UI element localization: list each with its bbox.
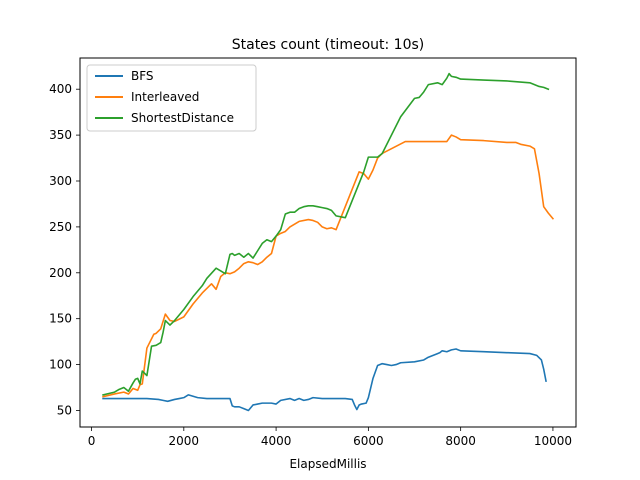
legend-label-interleaved: Interleaved [131, 90, 199, 104]
x-axis-label: ElapsedMillis [289, 457, 366, 471]
legend-label-bfs: BFS [131, 69, 154, 83]
y-tick-label: 350 [49, 128, 72, 142]
x-axis: 0 2000 4000 6000 8000 10000 [88, 427, 572, 448]
y-tick-label: 400 [49, 82, 72, 96]
x-tick-label: 10000 [534, 434, 572, 448]
x-tick-label: 8000 [445, 434, 476, 448]
series-line-shortestdistance [102, 72, 550, 396]
series-line-bfs [102, 348, 547, 412]
chart-title: States count (timeout: 10s) [232, 37, 425, 53]
x-tick-label: 6000 [353, 434, 384, 448]
plot-frame [79, 57, 577, 428]
y-tick-label: 250 [49, 220, 72, 234]
x-tick-label: 0 [88, 434, 96, 448]
y-tick-label: 300 [49, 174, 72, 188]
legend-label-shortestdistance: ShortestDistance [131, 111, 234, 125]
y-tick-label: 50 [57, 403, 72, 417]
y-axis: 50 100 150 200 250 300 350 400 [49, 82, 80, 417]
y-tick-label: 200 [49, 266, 72, 280]
y-tick-label: 100 [49, 358, 72, 372]
x-tick-label: 2000 [169, 434, 200, 448]
series-layer [102, 72, 555, 412]
y-tick-label: 150 [49, 312, 72, 326]
legend: BFS Interleaved ShortestDistance [86, 64, 257, 132]
series-line-interleaved [102, 134, 555, 398]
x-tick-label: 4000 [261, 434, 292, 448]
legend-box [86, 64, 257, 132]
